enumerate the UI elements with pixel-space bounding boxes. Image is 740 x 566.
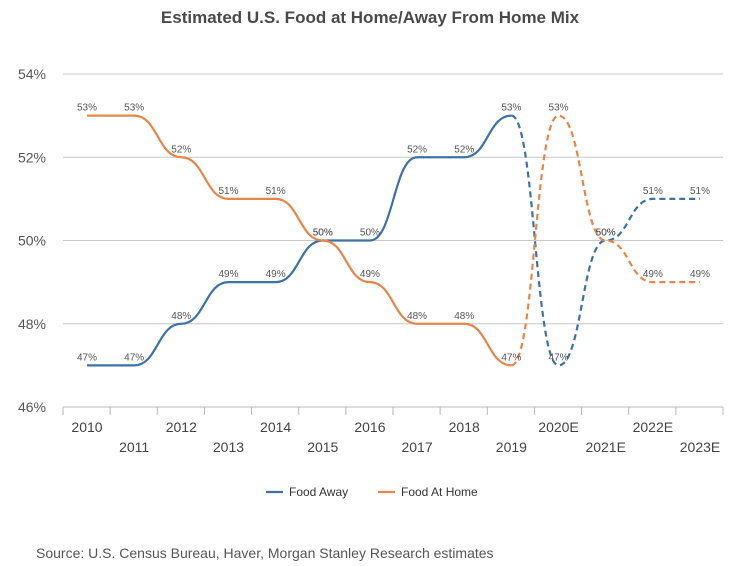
food-away-data-label: 50% — [596, 228, 616, 239]
food-at-home-data-label: 53% — [549, 103, 569, 114]
y-axis-ticks: 46% 48% 50% 52% 54% — [18, 66, 46, 415]
chart-title: Estimated U.S. Food at Home/Away From Ho… — [161, 8, 580, 27]
food-at-home-data-label: 50% — [596, 228, 616, 239]
x-tick-label: 2012 — [166, 419, 197, 435]
x-tick-label: 2018 — [449, 419, 480, 435]
x-tick-label: 2020E — [538, 419, 578, 435]
food-at-home-line-actual — [86, 114, 512, 367]
food-away-line-estimate — [510, 114, 700, 367]
food-at-home-data-label: 49% — [690, 269, 710, 280]
food-away-data-label: 50% — [360, 228, 380, 239]
food-at-home-data-label: 48% — [454, 311, 474, 322]
food-at-home-data-label: 51% — [266, 186, 286, 197]
legend: Food Away Food At Home — [266, 485, 478, 499]
y-tick-label: 46% — [18, 399, 46, 415]
food-away-data-label: 49% — [266, 269, 286, 280]
food-away-data-label: 52% — [454, 144, 474, 155]
x-tick-label: 2010 — [71, 419, 102, 435]
x-tick-label: 2016 — [354, 419, 385, 435]
x-tick-label: 2014 — [260, 419, 291, 435]
food-away-data-label: 47% — [77, 352, 97, 363]
food-at-home-data-label: 53% — [77, 103, 97, 114]
food-at-home-legend-label: Food At Home — [401, 485, 478, 499]
food-away-data-label: 52% — [407, 144, 427, 155]
y-tick-label: 50% — [18, 233, 46, 249]
x-tick-label: 2023E — [680, 439, 720, 455]
y-tick-label: 52% — [18, 149, 46, 165]
food-away-data-label: 51% — [690, 186, 710, 197]
food-away-legend-label: Food Away — [289, 485, 348, 499]
food-at-home-data-label: 49% — [643, 269, 663, 280]
x-tick-label: 2022E — [633, 419, 673, 435]
x-tick-label: 2015 — [307, 439, 338, 455]
x-tick-label: 2021E — [585, 439, 625, 455]
data-labels: 47% 47% 48% 49% 49% 50% 50% 52% 52% 53% 47% 50% 51% 5… — [77, 103, 710, 364]
food-away-data-label: 50% — [313, 228, 333, 239]
x-tick-label: 2019 — [496, 439, 527, 455]
food-away-data-label: 53% — [501, 103, 521, 114]
food-at-home-data-label: 53% — [124, 103, 144, 114]
food-at-home-data-label: 50% — [313, 228, 333, 239]
series-lines — [86, 114, 700, 367]
source-note: Source: U.S. Census Bureau, Haver, Morga… — [36, 545, 494, 561]
x-axis-ticks: 2010 2011 2012 2013 2014 2015 2016 2017 2018 2019… — [62, 406, 724, 455]
x-tick-label: 2013 — [213, 439, 244, 455]
food-away-data-label: 48% — [171, 311, 191, 322]
food-away-data-label: 49% — [218, 269, 238, 280]
food-away-data-label: 47% — [124, 352, 144, 363]
x-tick-label: 2011 — [119, 439, 149, 455]
food-at-home-line-estimate — [510, 114, 700, 367]
y-tick-label: 54% — [18, 66, 46, 82]
food-at-home-data-label: 48% — [407, 311, 427, 322]
food-away-data-label: 47% — [549, 352, 569, 363]
y-tick-label: 48% — [18, 316, 46, 332]
food-at-home-data-label: 47% — [501, 352, 521, 363]
food-at-home-data-label: 51% — [218, 186, 238, 197]
x-tick-label: 2017 — [401, 439, 432, 455]
food-at-home-data-label: 49% — [360, 269, 380, 280]
food-away-data-label: 51% — [643, 186, 663, 197]
food-away-line-actual — [87, 114, 512, 367]
gridlines — [63, 73, 723, 408]
food-at-home-data-label: 52% — [171, 144, 191, 155]
